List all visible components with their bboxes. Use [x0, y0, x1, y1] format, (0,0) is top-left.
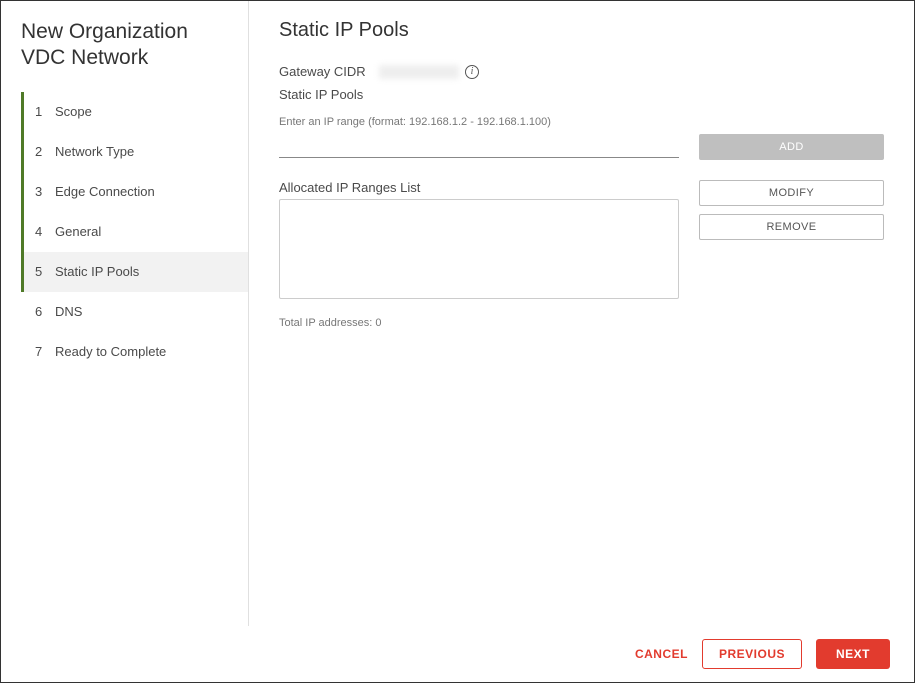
- next-button[interactable]: NEXT: [816, 639, 890, 669]
- modify-button[interactable]: MODIFY: [699, 180, 884, 206]
- step-label: Ready to Complete: [55, 344, 248, 359]
- step-label: Network Type: [55, 144, 248, 159]
- step-number: 7: [35, 344, 55, 359]
- wizard-step[interactable]: 7Ready to Complete: [21, 332, 248, 372]
- step-label: Scope: [55, 104, 248, 119]
- wizard-step[interactable]: 4General: [21, 212, 248, 252]
- step-number: 3: [35, 184, 55, 199]
- step-number: 1: [35, 104, 55, 119]
- previous-button[interactable]: PREVIOUS: [702, 639, 802, 669]
- wizard-sidebar: New Organization VDC Network 1Scope2Netw…: [1, 1, 249, 626]
- info-icon[interactable]: i: [465, 65, 479, 79]
- add-button[interactable]: ADD: [699, 134, 884, 160]
- main-panel: Static IP Pools Gateway CIDR i Static IP…: [249, 1, 914, 626]
- wizard-steps: 1Scope2Network Type3Edge Connection4Gene…: [21, 92, 248, 372]
- wizard-step[interactable]: 1Scope: [21, 92, 248, 132]
- step-label: General: [55, 224, 248, 239]
- dialog-body: New Organization VDC Network 1Scope2Netw…: [1, 1, 914, 626]
- wizard-step[interactable]: 6DNS: [21, 292, 248, 332]
- remove-button[interactable]: REMOVE: [699, 214, 884, 240]
- ip-entry-row: ADD: [279, 134, 884, 160]
- step-number: 4: [35, 224, 55, 239]
- step-label: DNS: [55, 304, 248, 319]
- allocated-label: Allocated IP Ranges List: [279, 180, 679, 195]
- static-ip-subheader: Static IP Pools: [279, 87, 884, 102]
- cancel-button[interactable]: CANCEL: [635, 647, 688, 661]
- wizard-step[interactable]: 2Network Type: [21, 132, 248, 172]
- step-label: Edge Connection: [55, 184, 248, 199]
- gateway-cidr-label: Gateway CIDR: [279, 64, 379, 79]
- ip-range-hint: Enter an IP range (format: 192.168.1.2 -…: [279, 116, 884, 128]
- step-label: Static IP Pools: [55, 264, 248, 279]
- step-number: 2: [35, 144, 55, 159]
- total-ip-count: Total IP addresses: 0: [279, 317, 884, 329]
- step-number: 5: [35, 264, 55, 279]
- allocated-ranges-list[interactable]: [279, 199, 679, 299]
- gateway-cidr-value: [379, 65, 459, 79]
- step-number: 6: [35, 304, 55, 319]
- wizard-dialog: New Organization VDC Network 1Scope2Netw…: [0, 0, 915, 683]
- ip-range-input[interactable]: [279, 134, 679, 158]
- page-title: Static IP Pools: [279, 19, 884, 42]
- wizard-step[interactable]: 5Static IP Pools: [21, 252, 248, 292]
- wizard-footer: CANCEL PREVIOUS NEXT: [1, 626, 914, 682]
- gateway-cidr-row: Gateway CIDR i: [279, 64, 884, 79]
- allocated-row: Allocated IP Ranges List MODIFY REMOVE: [279, 160, 884, 299]
- wizard-step[interactable]: 3Edge Connection: [21, 172, 248, 212]
- wizard-title: New Organization VDC Network: [21, 19, 248, 72]
